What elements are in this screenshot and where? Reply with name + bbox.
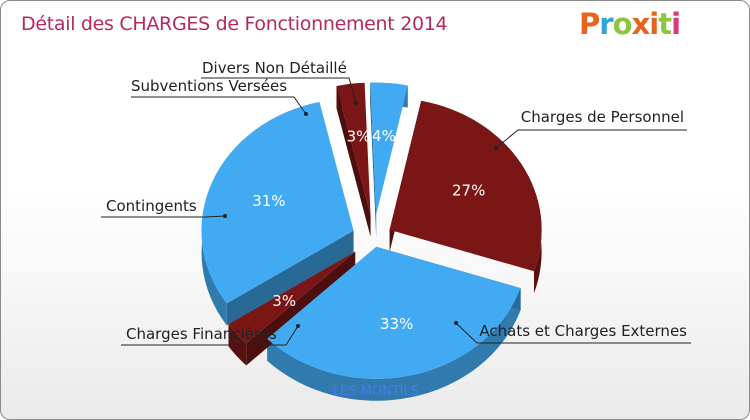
logo-letter: r: [599, 7, 613, 41]
slice-category-label: Achats et Charges Externes: [479, 322, 687, 340]
leader-arrow: [304, 112, 308, 116]
leader-arrow: [354, 101, 358, 105]
pie-slice: [267, 246, 521, 379]
slice-percent-label: 27%: [452, 181, 485, 199]
slice-percent-label: 4%: [372, 127, 396, 145]
pie-slice: [389, 100, 542, 272]
leader-arrow: [223, 214, 227, 218]
leader-line: [201, 77, 357, 104]
chart-title: Détail des CHARGES de Fonctionnement 201…: [21, 13, 448, 35]
slice-percent-label: 3%: [347, 127, 371, 145]
pie-slice-edge: [370, 82, 377, 237]
slice-category-label: Contingents: [106, 197, 197, 215]
logo-letter: i: [671, 7, 681, 41]
leader-arrow: [296, 324, 300, 328]
logo-letter: x: [631, 7, 651, 41]
slice-percent-label: 33%: [380, 315, 413, 333]
leader-line: [495, 129, 687, 149]
pie-slice: [336, 82, 371, 215]
logo-letter: o: [612, 7, 633, 41]
slice-category-label: Subventions Versées: [131, 77, 287, 95]
slice-category-label: Charges Financières: [126, 325, 277, 343]
commune-name: LES MONTILS: [332, 384, 420, 399]
slice-category-label: Charges de Personnel: [521, 108, 684, 126]
pie-slice-side: [267, 288, 521, 401]
pie-slice: [228, 251, 356, 344]
logo-letter: t: [658, 7, 672, 41]
leader-line: [101, 215, 226, 218]
pie-slice-edge: [226, 230, 354, 326]
leader-line: [131, 96, 307, 115]
logo-letter: i: [649, 7, 659, 41]
slice-percent-label: 3%: [272, 292, 296, 310]
leader-line: [455, 322, 691, 344]
leader-line: [121, 325, 299, 346]
slice-category-label: Divers Non Détaillé: [202, 59, 347, 77]
slice-percent-label: 31%: [252, 192, 285, 210]
pie-slice: [370, 82, 408, 215]
leader-arrow: [454, 321, 458, 325]
pie-slice: [201, 102, 354, 304]
proxiti-logo: Proxiti: [579, 7, 681, 41]
pie-slice-edge: [336, 86, 371, 237]
leader-arrow: [494, 146, 498, 150]
logo-letter: P: [579, 7, 600, 41]
